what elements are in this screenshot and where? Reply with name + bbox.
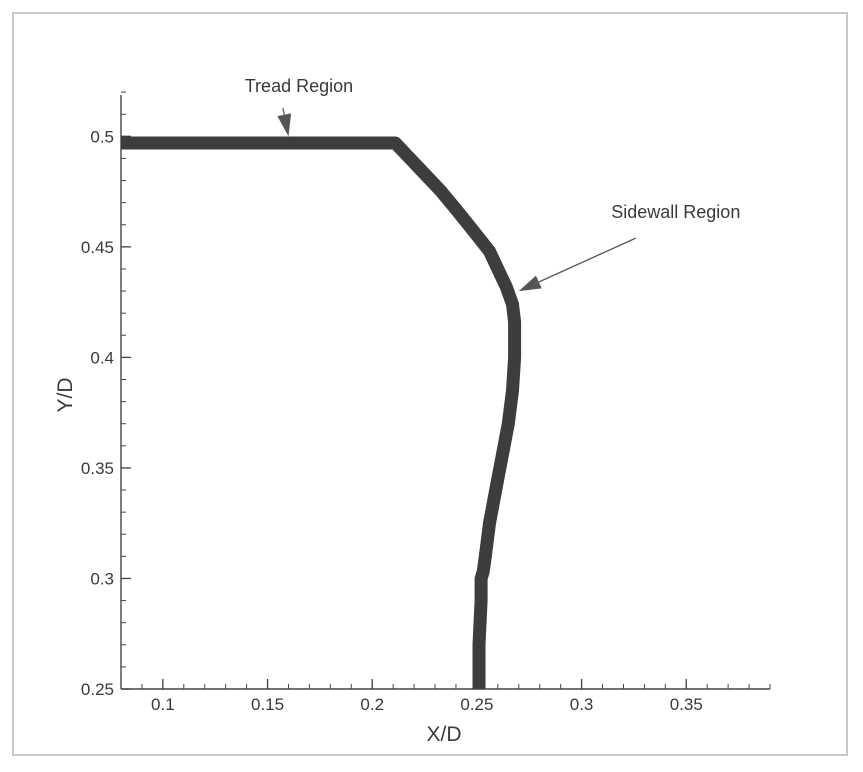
y-tick-label: 0.4 — [90, 348, 114, 367]
annotations: Tread Region Sidewall Region — [245, 76, 740, 292]
series-line-0 — [121, 136, 522, 689]
x-tick-label: 0.35 — [670, 695, 703, 714]
ticks: 0.1 0.15 0.2 0.25 0.3 0.35 0.25 0.3 0.35 0.4 0.45 0… — [81, 91, 771, 714]
annotation-arrow-head — [518, 275, 542, 292]
y-axis-title: Y/D — [54, 377, 77, 412]
figure-frame — [12, 12, 848, 756]
axes — [120, 95, 770, 690]
y-tick-label: 0.35 — [81, 459, 114, 478]
y-tick-label: 0.3 — [90, 569, 114, 588]
x-tick-label: 0.3 — [570, 695, 594, 714]
y-tick-label: 0.45 — [81, 238, 114, 257]
annotation-arrow-line — [282, 107, 285, 115]
y-tick-label: 0.25 — [81, 680, 114, 699]
annotation-arrow-line — [538, 237, 637, 283]
x-axis-title: X/D — [426, 723, 461, 746]
x-tick-label: 0.25 — [460, 695, 493, 714]
series-layer — [121, 136, 522, 689]
annotation-arrow-head — [277, 113, 292, 137]
y-tick-label: 0.5 — [90, 127, 114, 146]
annotation-label: Tread Region — [245, 76, 353, 96]
x-tick-label: 0.1 — [151, 695, 175, 714]
annotation-label: Sidewall Region — [611, 202, 740, 222]
x-tick-label: 0.15 — [251, 695, 284, 714]
x-tick-label: 0.2 — [360, 695, 384, 714]
